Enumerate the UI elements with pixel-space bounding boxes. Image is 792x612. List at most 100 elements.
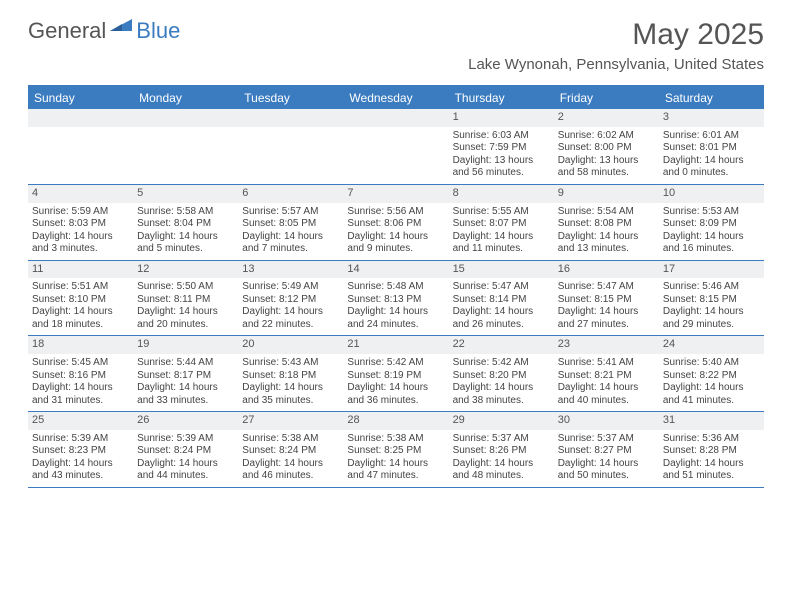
sunrise-text: Sunrise: 5:37 AM [453, 433, 550, 446]
sunset-text: Sunset: 8:19 PM [347, 370, 444, 383]
sunset-text: Sunset: 8:11 PM [137, 294, 234, 307]
sunrise-text: Sunrise: 5:41 AM [558, 357, 655, 370]
header: General Blue May 2025 Lake Wynonah, Penn… [0, 0, 792, 77]
daylight-text: Daylight: 14 hours [663, 458, 760, 471]
day-number: 25 [28, 412, 133, 430]
sunrise-text: Sunrise: 5:45 AM [32, 357, 129, 370]
week-row: 18Sunrise: 5:45 AMSunset: 8:16 PMDayligh… [28, 336, 764, 412]
daylight-text: and 13 minutes. [558, 243, 655, 256]
daylight-text: Daylight: 14 hours [347, 231, 444, 244]
sunset-text: Sunset: 8:15 PM [663, 294, 760, 307]
daylight-text: Daylight: 14 hours [453, 231, 550, 244]
sunrise-text: Sunrise: 5:47 AM [453, 281, 550, 294]
sunrise-text: Sunrise: 6:03 AM [453, 130, 550, 143]
sunset-text: Sunset: 8:17 PM [137, 370, 234, 383]
daylight-text: Daylight: 14 hours [558, 231, 655, 244]
daylight-text: Daylight: 14 hours [453, 458, 550, 471]
sunset-text: Sunset: 8:26 PM [453, 445, 550, 458]
day-number: 11 [28, 261, 133, 279]
daylight-text: Daylight: 14 hours [32, 306, 129, 319]
flag-icon [110, 17, 134, 40]
day-number: 20 [238, 336, 343, 354]
daylight-text: Daylight: 14 hours [453, 306, 550, 319]
day-cell: 7Sunrise: 5:56 AMSunset: 8:06 PMDaylight… [343, 185, 448, 260]
day-cell: 8Sunrise: 5:55 AMSunset: 8:07 PMDaylight… [449, 185, 554, 260]
day-number: 27 [238, 412, 343, 430]
daylight-text: and 7 minutes. [242, 243, 339, 256]
day-number: 16 [554, 261, 659, 279]
day-cell: 2Sunrise: 6:02 AMSunset: 8:00 PMDaylight… [554, 109, 659, 184]
daylight-text: Daylight: 14 hours [558, 382, 655, 395]
daylight-text: and 22 minutes. [242, 319, 339, 332]
daylight-text: Daylight: 14 hours [137, 458, 234, 471]
day-cell [28, 109, 133, 184]
day-number: 30 [554, 412, 659, 430]
day-number: 24 [659, 336, 764, 354]
sunrise-text: Sunrise: 5:36 AM [663, 433, 760, 446]
sunset-text: Sunset: 8:25 PM [347, 445, 444, 458]
day-number: 19 [133, 336, 238, 354]
sunset-text: Sunset: 8:14 PM [453, 294, 550, 307]
week-row: 1Sunrise: 6:03 AMSunset: 7:59 PMDaylight… [28, 109, 764, 185]
sunrise-text: Sunrise: 5:48 AM [347, 281, 444, 294]
day-cell: 30Sunrise: 5:37 AMSunset: 8:27 PMDayligh… [554, 412, 659, 487]
sunrise-text: Sunrise: 5:57 AM [242, 206, 339, 219]
sunset-text: Sunset: 8:10 PM [32, 294, 129, 307]
day-cell: 9 Sunrise: 5:54 AMSunset: 8:08 PMDaylight… [554, 185, 659, 260]
daylight-text: and 18 minutes. [32, 319, 129, 332]
day-cell: 15Sunrise: 5:47 AMSunset: 8:14 PMDayligh… [449, 261, 554, 336]
day-cell [133, 109, 238, 184]
day-cell: 11Sunrise: 5:51 AMSunset: 8:10 PMDayligh… [28, 261, 133, 336]
sunset-text: Sunset: 8:09 PM [663, 218, 760, 231]
day-cell: 24Sunrise: 5:40 AMSunset: 8:22 PMDayligh… [659, 336, 764, 411]
sunset-text: Sunset: 8:23 PM [32, 445, 129, 458]
daylight-text: and 46 minutes. [242, 470, 339, 483]
daylight-text: and 29 minutes. [663, 319, 760, 332]
logo-text-blue: Blue [136, 18, 180, 44]
sunset-text: Sunset: 8:12 PM [242, 294, 339, 307]
day-number: 23 [554, 336, 659, 354]
daylight-text: and 58 minutes. [558, 167, 655, 180]
day-number-empty [28, 109, 133, 127]
day-cell: 1Sunrise: 6:03 AMSunset: 7:59 PMDaylight… [449, 109, 554, 184]
sunset-text: Sunset: 8:00 PM [558, 142, 655, 155]
calendar: SundayMondayTuesdayWednesdayThursdayFrid… [28, 85, 764, 488]
daylight-text: and 33 minutes. [137, 395, 234, 408]
day-cell: 10Sunrise: 5:53 AMSunset: 8:09 PMDayligh… [659, 185, 764, 260]
day-cell: 18Sunrise: 5:45 AMSunset: 8:16 PMDayligh… [28, 336, 133, 411]
day-cell [238, 109, 343, 184]
day-cell: 5Sunrise: 5:58 AMSunset: 8:04 PMDaylight… [133, 185, 238, 260]
sunrise-text: Sunrise: 5:56 AM [347, 206, 444, 219]
day-cell: 19Sunrise: 5:44 AMSunset: 8:17 PMDayligh… [133, 336, 238, 411]
daylight-text: Daylight: 14 hours [242, 231, 339, 244]
daylight-text: and 56 minutes. [453, 167, 550, 180]
daylight-text: and 31 minutes. [32, 395, 129, 408]
daylight-text: and 0 minutes. [663, 167, 760, 180]
daylight-text: and 26 minutes. [453, 319, 550, 332]
sunset-text: Sunset: 8:08 PM [558, 218, 655, 231]
title-block: May 2025 Lake Wynonah, Pennsylvania, Uni… [468, 18, 764, 73]
daylight-text: Daylight: 14 hours [137, 231, 234, 244]
day-number: 5 [133, 185, 238, 203]
daylight-text: and 36 minutes. [347, 395, 444, 408]
day-cell [343, 109, 448, 184]
sunset-text: Sunset: 8:05 PM [242, 218, 339, 231]
day-number: 29 [449, 412, 554, 430]
daylight-text: and 51 minutes. [663, 470, 760, 483]
day-number: 13 [238, 261, 343, 279]
sunrise-text: Sunrise: 5:55 AM [453, 206, 550, 219]
daylight-text: Daylight: 13 hours [453, 155, 550, 168]
day-number: 6 [238, 185, 343, 203]
day-cell: 28Sunrise: 5:38 AMSunset: 8:25 PMDayligh… [343, 412, 448, 487]
sunrise-text: Sunrise: 5:40 AM [663, 357, 760, 370]
sunrise-text: Sunrise: 5:43 AM [242, 357, 339, 370]
day-number: 9 [554, 185, 659, 203]
daylight-text: Daylight: 14 hours [663, 231, 760, 244]
day-number: 12 [133, 261, 238, 279]
daylight-text: and 24 minutes. [347, 319, 444, 332]
day-cell: 6 Sunrise: 5:57 AMSunset: 8:05 PMDaylight… [238, 185, 343, 260]
dow-cell: Wednesday [343, 87, 448, 109]
sunrise-text: Sunrise: 5:54 AM [558, 206, 655, 219]
daylight-text: Daylight: 14 hours [453, 382, 550, 395]
day-cell: 13Sunrise: 5:49 AMSunset: 8:12 PMDayligh… [238, 261, 343, 336]
